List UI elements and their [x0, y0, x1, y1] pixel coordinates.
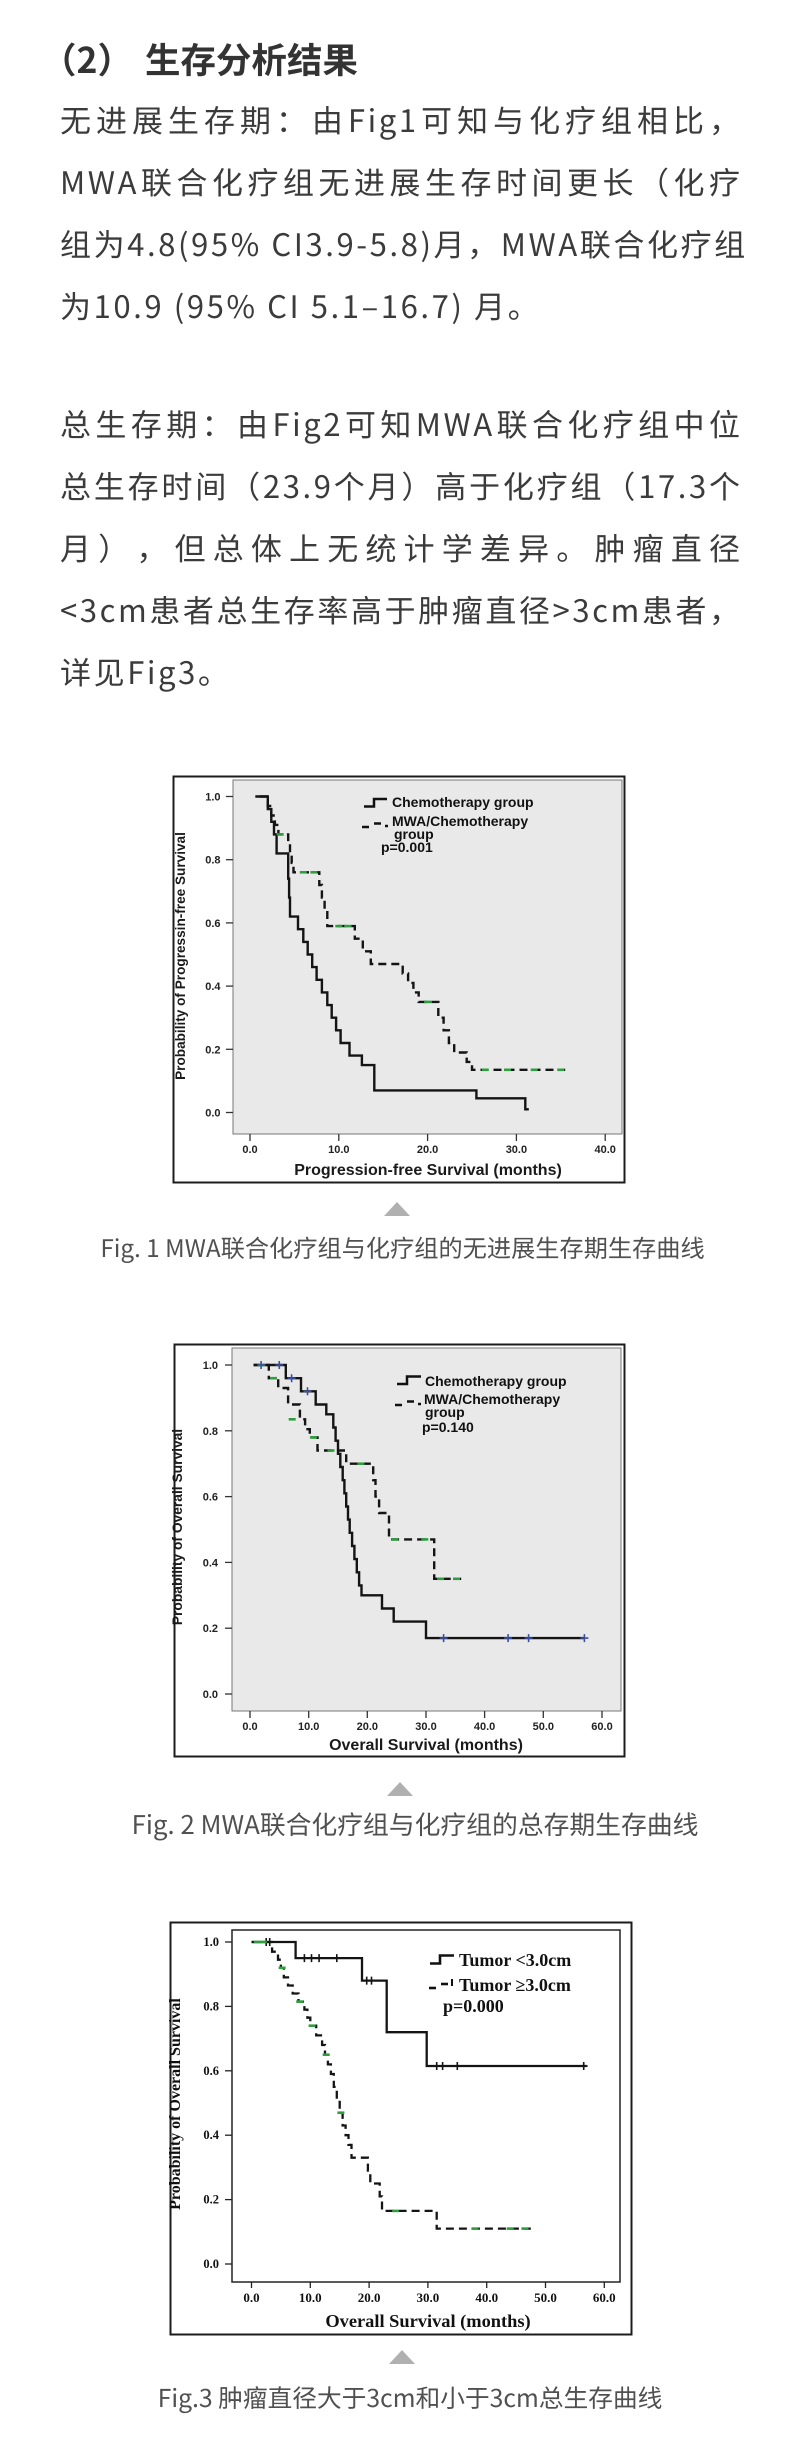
- svg-text:Chemotherapy group: Chemotherapy group: [392, 794, 534, 810]
- svg-text:p=0.001: p=0.001: [381, 839, 433, 855]
- svg-text:Probability of Overall Surviva: Probability of Overall Survival: [167, 1998, 184, 2210]
- svg-text:0.0: 0.0: [203, 2257, 219, 2271]
- svg-text:0.6: 0.6: [203, 2064, 219, 2078]
- svg-text:Probability of Overall Surviva: Probability of Overall Survival: [170, 1429, 185, 1625]
- svg-text:0.2: 0.2: [203, 1623, 218, 1635]
- svg-text:Probability of Progressin-free: Probability of Progressin-free Survival: [173, 832, 188, 1080]
- svg-text:0.6: 0.6: [205, 918, 220, 930]
- svg-text:0.0: 0.0: [242, 1721, 257, 1733]
- svg-text:0.4: 0.4: [203, 2128, 219, 2142]
- svg-text:1.0: 1.0: [205, 792, 220, 804]
- svg-text:1.0: 1.0: [203, 1935, 219, 1949]
- svg-text:Overall Survival (months): Overall Survival (months): [329, 1737, 523, 1754]
- svg-text:0.8: 0.8: [205, 855, 220, 867]
- svg-text:p=0.000: p=0.000: [443, 1996, 504, 2016]
- svg-text:Progression-free Survival (mon: Progression-free Survival (months): [294, 1162, 562, 1179]
- svg-text:30.0: 30.0: [415, 1721, 436, 1733]
- svg-text:60.0: 60.0: [591, 1721, 612, 1733]
- svg-text:20.0: 20.0: [417, 1144, 438, 1156]
- svg-text:0.0: 0.0: [203, 1689, 218, 1701]
- svg-text:0.2: 0.2: [203, 2193, 219, 2207]
- svg-text:0.8: 0.8: [203, 1426, 218, 1438]
- svg-text:Overall Survival (months): Overall Survival (months): [325, 2311, 530, 2332]
- svg-text:30.0: 30.0: [417, 2290, 440, 2305]
- svg-text:10.0: 10.0: [328, 1144, 349, 1156]
- svg-text:Tumor <3.0cm: Tumor <3.0cm: [459, 1950, 571, 1970]
- svg-text:50.0: 50.0: [533, 1721, 554, 1733]
- svg-text:20.0: 20.0: [358, 2290, 381, 2305]
- svg-text:10.0: 10.0: [298, 1721, 319, 1733]
- svg-text:40.0: 40.0: [474, 1721, 495, 1733]
- svg-text:0.8: 0.8: [203, 1999, 219, 2013]
- svg-text:0.0: 0.0: [243, 2290, 259, 2305]
- svg-text:40.0: 40.0: [475, 2290, 498, 2305]
- svg-text:p=0.140: p=0.140: [422, 1419, 474, 1435]
- svg-text:0.0: 0.0: [205, 1108, 220, 1120]
- svg-text:10.0: 10.0: [299, 2290, 322, 2305]
- svg-text:group: group: [425, 1404, 465, 1420]
- svg-text:Tumor ≥3.0cm: Tumor ≥3.0cm: [459, 1975, 571, 1995]
- svg-text:0.0: 0.0: [242, 1144, 257, 1156]
- svg-text:0.6: 0.6: [203, 1492, 218, 1504]
- svg-text:40.0: 40.0: [594, 1144, 615, 1156]
- svg-text:0.4: 0.4: [203, 1557, 219, 1569]
- svg-text:MWA/Chemotherapy: MWA/Chemotherapy: [424, 1391, 560, 1407]
- svg-text:0.2: 0.2: [205, 1044, 220, 1056]
- svg-text:60.0: 60.0: [593, 2290, 616, 2305]
- svg-text:1.0: 1.0: [203, 1360, 218, 1372]
- svg-text:30.0: 30.0: [506, 1144, 527, 1156]
- svg-text:0.4: 0.4: [205, 981, 221, 993]
- svg-text:MWA/Chemotherapy: MWA/Chemotherapy: [392, 813, 528, 829]
- svg-text:Chemotherapy group: Chemotherapy group: [425, 1373, 567, 1389]
- svg-text:50.0: 50.0: [534, 2290, 557, 2305]
- svg-text:group: group: [394, 826, 434, 842]
- svg-text:20.0: 20.0: [357, 1721, 378, 1733]
